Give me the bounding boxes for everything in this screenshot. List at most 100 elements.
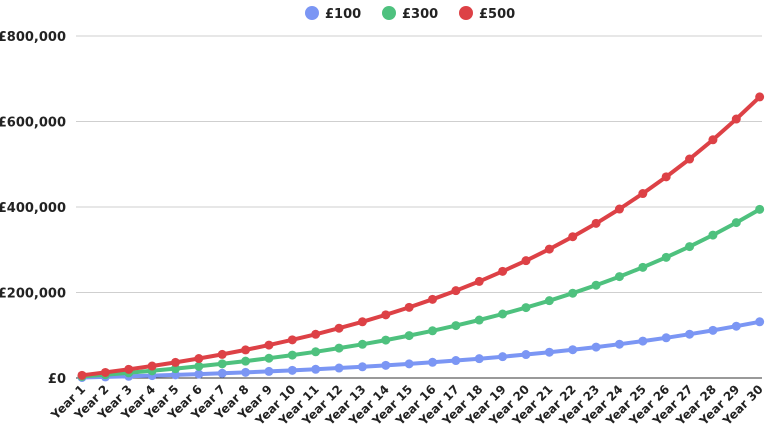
data-point (661, 252, 671, 262)
series-2 (77, 204, 765, 381)
data-point (521, 256, 531, 266)
y-tick-label: £800,000 (0, 30, 66, 45)
data-point (334, 323, 344, 333)
data-point (638, 262, 648, 272)
data-point (614, 204, 624, 214)
data-point (731, 321, 741, 331)
data-point (287, 335, 297, 345)
data-point (428, 326, 438, 336)
data-point (661, 333, 671, 343)
data-point (428, 357, 438, 367)
legend-item: £300 (382, 6, 438, 22)
data-point (544, 347, 554, 357)
data-point (404, 359, 414, 369)
data-point (264, 366, 274, 376)
data-point (451, 321, 461, 331)
data-point (544, 296, 554, 306)
data-point (685, 329, 695, 339)
gridlines (76, 35, 762, 379)
data-point (708, 230, 718, 240)
data-point (521, 303, 531, 313)
data-point (568, 288, 578, 298)
data-point (685, 154, 695, 164)
data-point (311, 347, 321, 357)
data-point (498, 266, 508, 276)
data-point (241, 345, 251, 355)
data-point (614, 272, 624, 282)
data-point (568, 232, 578, 242)
y-tick-label: £0 (48, 372, 66, 387)
data-point (638, 336, 648, 346)
data-point (287, 365, 297, 375)
data-point (217, 349, 227, 359)
data-point (731, 114, 741, 124)
data-point (521, 350, 531, 360)
data-point (685, 242, 695, 252)
data-point (194, 369, 204, 379)
series-3 (77, 92, 765, 380)
data-point (404, 331, 414, 341)
data-point (124, 364, 134, 374)
data-point (100, 367, 110, 377)
legend-swatch (459, 6, 473, 20)
data-point (311, 329, 321, 339)
data-point (498, 309, 508, 319)
legend-item: £100 (305, 6, 361, 22)
data-point (264, 340, 274, 350)
legend-swatch (305, 6, 319, 20)
data-point (334, 343, 344, 353)
legend-swatch (382, 6, 396, 20)
legend-label: £300 (402, 7, 438, 22)
data-point (451, 356, 461, 366)
data-point (591, 218, 601, 228)
data-point (404, 302, 414, 312)
data-point (381, 310, 391, 320)
data-point (170, 370, 180, 380)
data-point (217, 368, 227, 378)
data-point (474, 315, 484, 325)
data-point (357, 362, 367, 372)
data-point (357, 339, 367, 349)
data-point (614, 339, 624, 349)
data-point (311, 364, 321, 374)
y-axis: £0 £200,000 £400,000 £600,000 £800,000 (0, 30, 66, 387)
data-point (474, 276, 484, 286)
data-point (241, 367, 251, 377)
data-point (381, 335, 391, 345)
data-point (755, 317, 765, 327)
data-point (170, 364, 180, 374)
data-point (334, 363, 344, 373)
legend-label: £500 (479, 7, 515, 22)
data-point (194, 354, 204, 364)
series-group (77, 92, 765, 382)
series-1 (77, 317, 765, 382)
data-point (708, 325, 718, 335)
data-point (755, 204, 765, 214)
data-point (428, 294, 438, 304)
legend: £100 £300 £500 (305, 6, 515, 22)
data-point (755, 92, 765, 102)
data-point (77, 370, 87, 380)
data-point (591, 342, 601, 352)
data-point (357, 317, 367, 327)
data-point (498, 352, 508, 362)
y-tick-label: £600,000 (0, 116, 66, 131)
data-point (638, 189, 648, 199)
y-tick-label: £200,000 (0, 287, 66, 302)
data-point (381, 360, 391, 370)
data-point (568, 345, 578, 355)
data-point (287, 350, 297, 360)
data-point (731, 218, 741, 228)
data-point (147, 361, 157, 371)
data-point (170, 357, 180, 367)
data-point (474, 354, 484, 364)
legend-item: £500 (459, 6, 515, 22)
legend-label: £100 (325, 7, 361, 22)
data-point (241, 356, 251, 366)
data-point (194, 361, 204, 371)
data-point (217, 359, 227, 369)
data-point (708, 135, 718, 145)
data-point (661, 172, 671, 182)
